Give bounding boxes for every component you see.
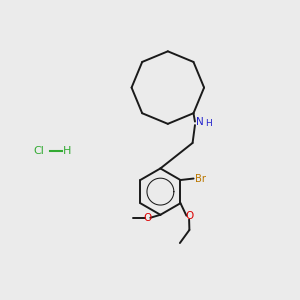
- Text: Cl: Cl: [34, 146, 45, 157]
- Text: H: H: [63, 146, 71, 157]
- Text: O: O: [143, 213, 151, 223]
- Text: Br: Br: [195, 173, 206, 184]
- Text: N: N: [196, 116, 203, 127]
- Text: H: H: [206, 119, 212, 128]
- Text: O: O: [185, 211, 193, 221]
